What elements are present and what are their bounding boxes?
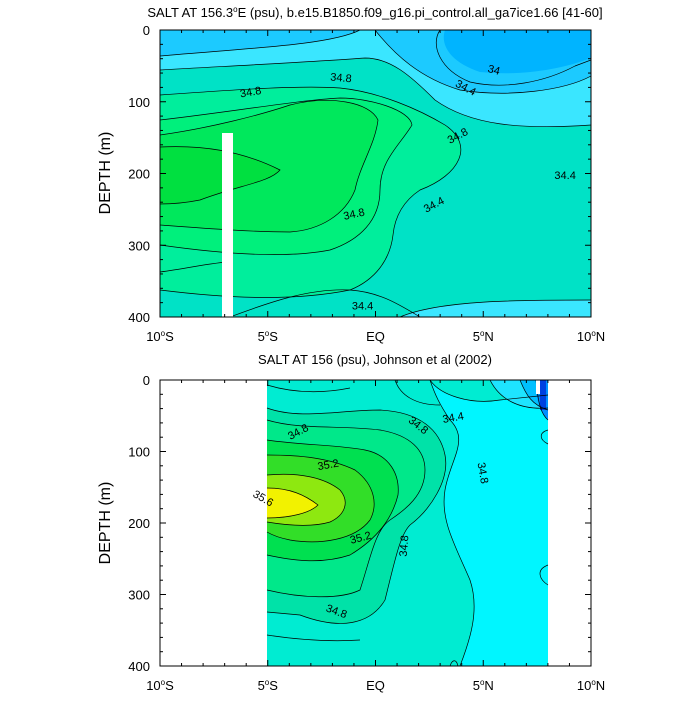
bottom-contour-label-text: 35.2 [317, 458, 340, 474]
top-panel-title: SALT AT 156.3oE (psu), b.e15.B1850.f09_g… [147, 5, 602, 20]
bottom-missing-data [536, 380, 540, 394]
top-title-part2: E (psu), b.e15.B1850.f09_g16.pi_control.… [238, 5, 603, 20]
bottom-contour-lines [266, 380, 549, 666]
top-contour-label-text: 34.8 [239, 85, 262, 101]
top-fill-35-1 [160, 146, 280, 204]
top-title-part1: SALT AT 156.3 [147, 5, 233, 20]
bottom-contour-label: 34.8 [474, 462, 490, 485]
bottom-x-tick-label: 10oS [146, 678, 174, 693]
bottom-y-tick-label: 200 [128, 516, 150, 531]
bot-fill-34-4 [430, 380, 548, 666]
top-contour-label-text: 34.4 [352, 301, 373, 313]
top-x-tick-label: EQ [366, 329, 385, 344]
bottom-x-tick-label: 5oS [258, 678, 279, 693]
bottom-y-tick-label: 300 [128, 588, 150, 603]
bottom-contour-label-text: 34.8 [474, 462, 490, 485]
bottom-panel-title: SALT AT 156 (psu), Johnson et al (2002) [258, 352, 492, 367]
top-axes: 10oS 5oS EQ 5oN 10oN 0 100 200 300 400 [128, 23, 605, 344]
bottom-x-tick-label: EQ [366, 678, 385, 693]
top-x-tick-label: 5oN [473, 329, 494, 344]
top-y-axis-label: DEPTH (m) [97, 132, 114, 215]
top-y-tick-label: 0 [143, 23, 150, 38]
top-y-tick-label: 400 [128, 310, 150, 325]
top-y-tick-label: 200 [128, 167, 150, 182]
top-contour-label-text: 34.4 [554, 170, 575, 182]
top-contour-label: 34.4 [352, 301, 373, 313]
top-fill-34-2 [375, 30, 591, 94]
bottom-contour-label: 34.4 [442, 410, 465, 426]
top-contour-label-text: 34 [486, 63, 501, 78]
top-contour-label: 34.8 [239, 85, 262, 101]
top-x-tick-label: 10oS [146, 329, 174, 344]
bottom-y-tick-label: 100 [128, 445, 150, 460]
bot-fill-33-4 [540, 380, 546, 410]
bottom-contour-label-text: 34.8 [398, 535, 412, 557]
bottom-contour-label-text: 35.2 [349, 530, 373, 547]
bottom-contour-label: 34.8 [398, 535, 412, 557]
top-contour-label-text: 34.8 [342, 207, 365, 223]
top-y-tick-label: 300 [128, 238, 150, 253]
top-contour-label: 34.8 [342, 207, 365, 223]
top-contour-label: 34.4 [554, 170, 575, 182]
bottom-x-tick-label: 5oN [473, 678, 494, 693]
top-missing-data [222, 133, 233, 317]
bottom-x-tick-label: 10oN [577, 678, 605, 693]
top-contour-lines [160, 30, 591, 317]
bottom-panel: SALT AT 156 (psu), Johnson et al (2002) [97, 352, 605, 693]
top-contour-label-text: 34.8 [330, 71, 352, 85]
top-x-tick-label: 5oS [258, 329, 279, 344]
top-contour-field [160, 30, 591, 317]
bot-fill-35-8 [267, 488, 318, 518]
top-title-degree: o [233, 5, 238, 14]
bottom-y-tick-label: 400 [128, 659, 150, 674]
bottom-axes: 10oS 5oS EQ 5oN 10oN 0 100 200 300 400 [128, 373, 605, 693]
bottom-contour-label: 35.2 [349, 530, 373, 547]
top-contour-label: 34.8 [330, 71, 352, 85]
bottom-y-tick-label: 0 [143, 373, 150, 388]
bottom-contour-label-text: 34.4 [442, 410, 465, 426]
bottom-contour-label: 35.2 [317, 458, 340, 474]
bottom-contour-field [266, 380, 549, 666]
bottom-y-axis-label: DEPTH (m) [97, 482, 114, 565]
top-fill-34-2b [160, 30, 360, 56]
top-x-tick-label: 10oN [577, 329, 605, 344]
top-contour-label: 34 [486, 63, 501, 78]
top-panel: SALT AT 156.3oE (psu), b.e15.B1850.f09_g… [97, 5, 605, 344]
top-y-tick-label: 100 [128, 95, 150, 110]
